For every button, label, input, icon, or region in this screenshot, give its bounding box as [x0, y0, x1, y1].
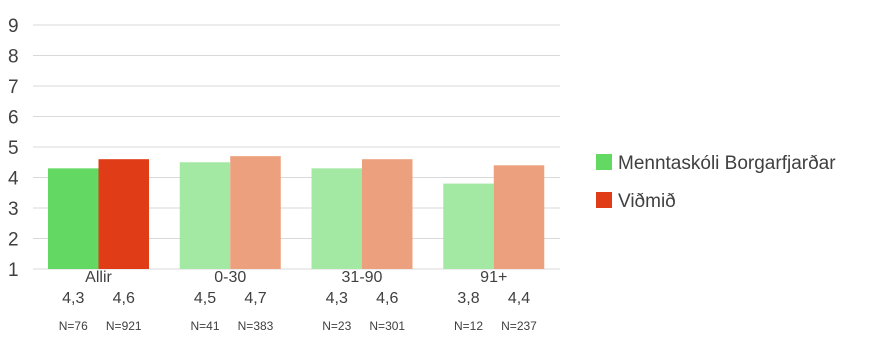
y-tick-label: 9: [8, 16, 19, 37]
n-label: N=921: [106, 319, 142, 333]
y-tick-label: 5: [8, 138, 19, 159]
category-label-0-30: 0-30: [214, 269, 246, 286]
n-label: N=237: [501, 319, 537, 333]
n-label: N=383: [238, 319, 274, 333]
y-tick-label: 1: [8, 260, 19, 281]
category-labels: Allir 0-30 31-90 91+: [85, 269, 507, 286]
category-label-31-90: 31-90: [342, 269, 383, 286]
n-label: N=12: [454, 319, 483, 333]
bar-91+-benchmark: [493, 165, 545, 269]
value-label: 4,5: [194, 290, 216, 307]
y-tick-label: 3: [8, 199, 19, 220]
y-tick-label: 2: [8, 230, 19, 251]
bar-Allir-benchmark: [98, 159, 149, 269]
category-label-91+: 91+: [480, 269, 507, 286]
category-label-Allir: Allir: [85, 269, 112, 286]
legend: Menntaskóli Borgarfjarðar Viðmið: [596, 153, 836, 212]
n-label: N=76: [59, 319, 88, 333]
legend-label: Viðmið: [618, 191, 676, 212]
n-label: N=301: [369, 319, 405, 333]
y-tick-label: 6: [8, 108, 19, 129]
y-tick-label: 7: [8, 77, 19, 98]
value-label: 4,7: [244, 290, 266, 307]
value-labels: 4,3 4,6 4,5 4,7 4,3 4,6 3,8 4,4: [62, 290, 530, 307]
bar-0-30-benchmark: [230, 156, 281, 269]
n-labels: N=76 N=921 N=41 N=383 N=23 N=301 N=12 N=237: [59, 319, 537, 333]
value-label: 4,3: [62, 290, 84, 307]
bar-31-90-school: [311, 168, 362, 269]
y-axis-ticks: 1 2 3 4 5 6 7 8 9: [8, 16, 19, 281]
value-label: 4,3: [326, 290, 348, 307]
bars: [48, 156, 545, 269]
legend-swatch: [596, 192, 612, 208]
n-label: N=23: [322, 319, 351, 333]
value-label: 4,6: [376, 290, 398, 307]
bar-Allir-school: [48, 168, 99, 269]
bar-31-90-benchmark: [362, 159, 413, 269]
y-tick-label: 4: [8, 169, 19, 190]
legend-label: Menntaskóli Borgarfjarðar: [618, 153, 836, 174]
legend-swatch: [596, 154, 612, 170]
bar-91+-school: [443, 183, 494, 269]
y-tick-label: 8: [8, 47, 19, 68]
value-label: 4,6: [113, 290, 135, 307]
value-label: 4,4: [508, 290, 530, 307]
bar-0-30-school: [179, 162, 231, 269]
n-label: N=41: [190, 319, 219, 333]
value-label: 3,8: [457, 290, 479, 307]
